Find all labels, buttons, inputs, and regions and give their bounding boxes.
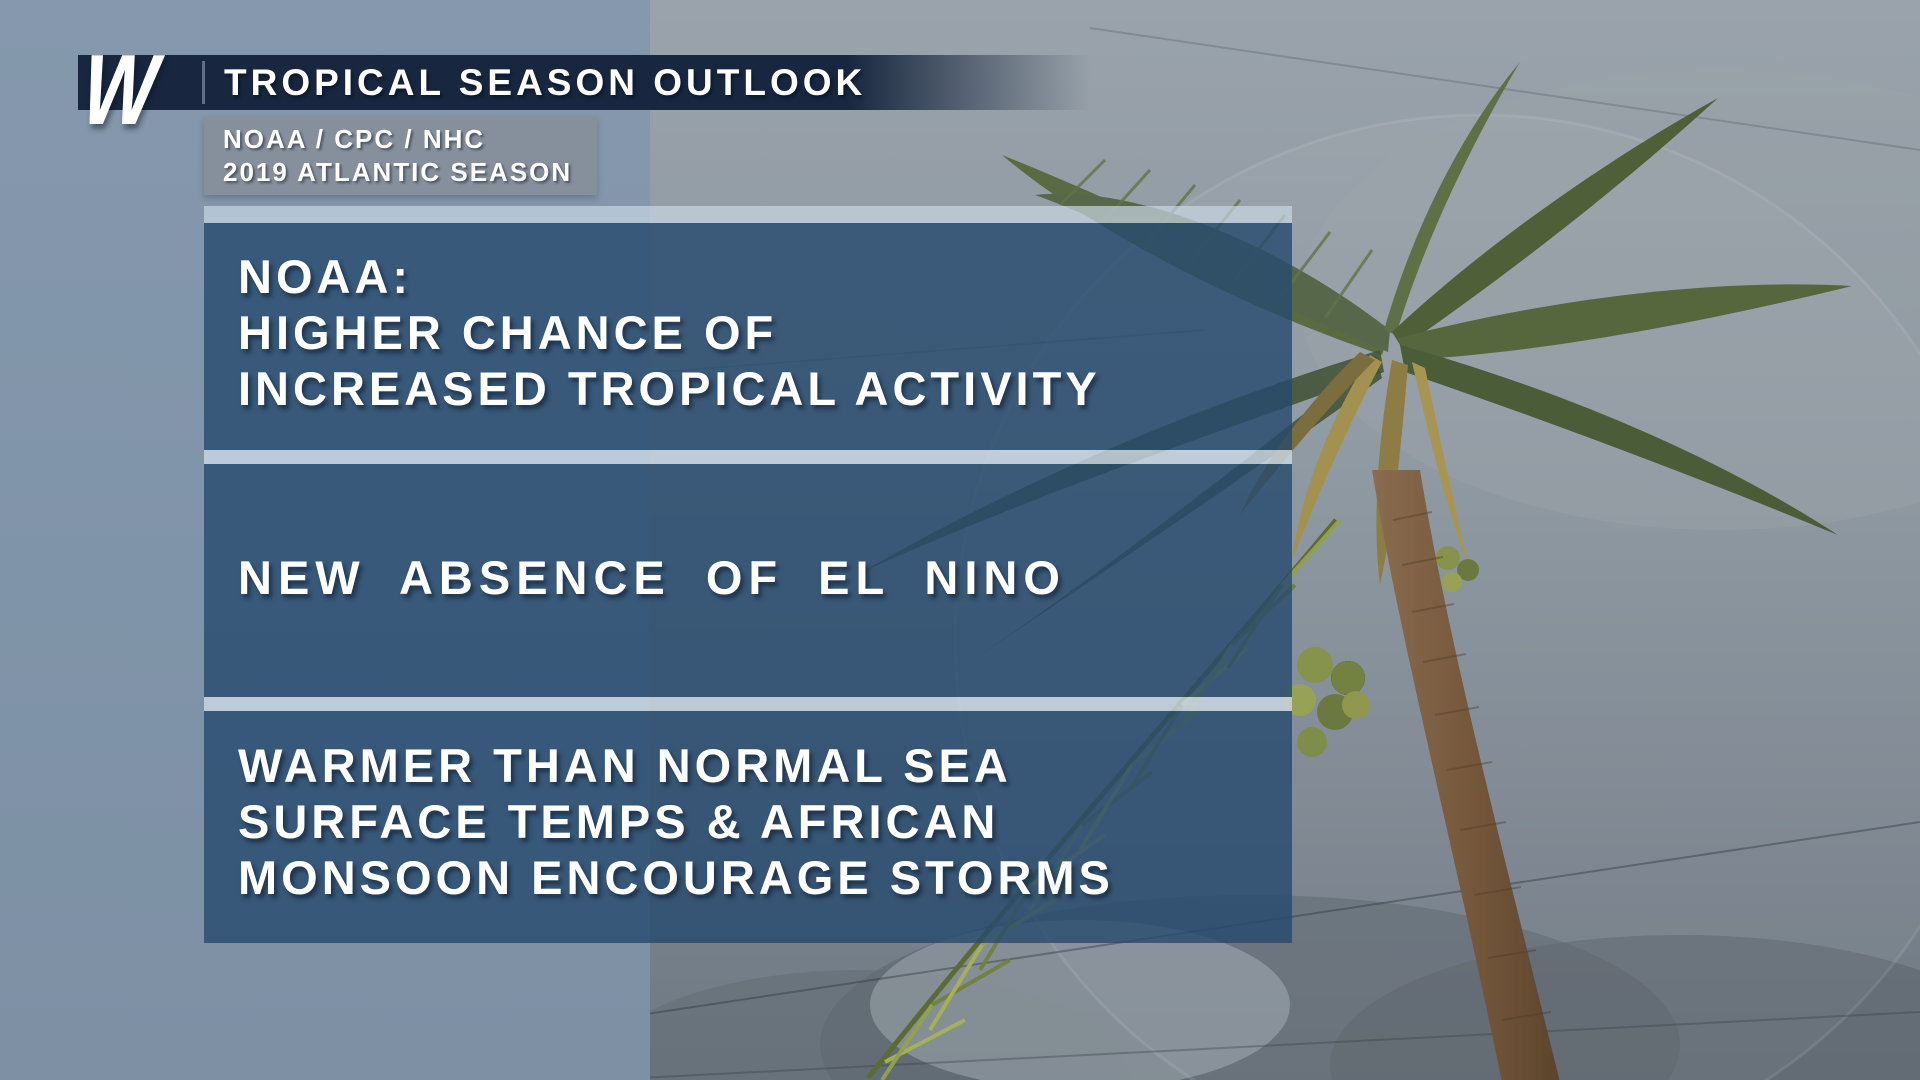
subtitle-source: NOAA / CPC / NHC [223, 124, 486, 154]
panel-line: WARMER THAN NORMAL SEA [238, 739, 1012, 792]
panel-top-strip [204, 206, 1292, 223]
panel-noaa-outlook: NOAA: HIGHER CHANCE OF INCREASED TROPICA… [204, 223, 1292, 450]
panel-sea-surface: WARMER THAN NORMAL SEA SURFACE TEMPS & A… [204, 711, 1292, 943]
subtitle-season: 2019 ATLANTIC SEASON [223, 157, 573, 187]
panel-line: NEW ABSENCE OF EL NINO [238, 551, 1066, 604]
subtitle-box: NOAA / CPC / NHC 2019 ATLANTIC SEASON [204, 117, 597, 195]
panel-line: SURFACE TEMPS & AFRICAN [238, 795, 1000, 848]
coconuts [1284, 546, 1479, 757]
panel-line: MONSOON ENCOURAGE STORMS [238, 851, 1114, 904]
palm-trunk [1372, 470, 1560, 1080]
title-separator [202, 61, 205, 104]
title-bar [78, 55, 1090, 110]
page-title: TROPICAL SEASON OUTLOOK [224, 62, 867, 103]
panel-line: HIGHER CHANCE OF [238, 306, 778, 359]
panel-el-nino: NEW ABSENCE OF EL NINO [204, 464, 1292, 697]
panel-line: NOAA: [238, 250, 413, 303]
panel-divider [204, 450, 1292, 464]
panel-divider [204, 697, 1292, 711]
panel-line: INCREASED TROPICAL ACTIVITY [238, 362, 1101, 415]
